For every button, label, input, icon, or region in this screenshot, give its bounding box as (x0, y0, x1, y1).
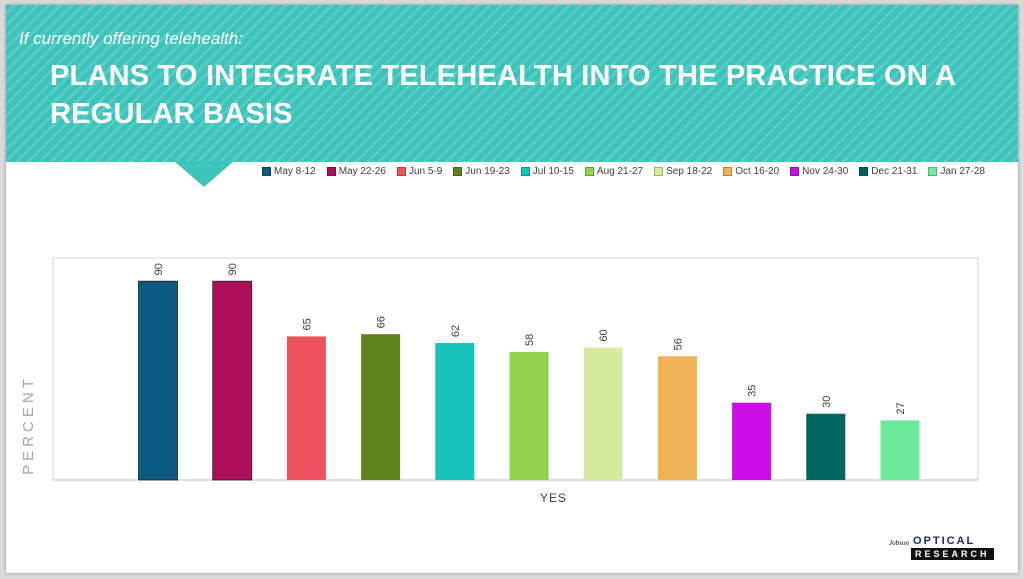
bar (286, 336, 326, 480)
legend-swatch (723, 167, 733, 176)
legend-swatch (859, 167, 869, 176)
title-banner: If currently offering telehealth: PLANS … (6, 5, 1018, 162)
logo-bottom-text: RESEARCH (911, 548, 994, 560)
legend-swatch (453, 167, 463, 176)
data-label: 90 (153, 263, 165, 275)
jobson-optical-research-logo: Jobson OPTICAL RESEARCH (889, 535, 1005, 563)
legend-item: Aug 21-27 (584, 166, 644, 177)
x-axis-tick-label: YES (540, 491, 567, 505)
bar (880, 420, 920, 480)
data-label: 35 (747, 385, 759, 397)
legend-swatch (520, 167, 530, 176)
bar (138, 280, 178, 481)
logo-top-text: OPTICAL (913, 535, 976, 547)
legend-label: Dec 21-31 (871, 166, 918, 177)
data-label: 58 (524, 334, 536, 346)
legend-item: May 22-26 (326, 166, 386, 177)
legend-label: Aug 21-27 (596, 166, 644, 177)
legend-label: Jan 27-28 (940, 166, 985, 177)
legend-label: Jun 5-9 (408, 166, 443, 177)
slide-title: PLANS TO INTEGRATE TELEHEALTH INTO THE P… (50, 60, 956, 130)
data-label: 56 (672, 338, 684, 350)
bar-chart: 90 90 65 66 62 58 60 56 35 30 27 YES (52, 257, 979, 505)
legend-swatch (262, 167, 271, 176)
chart-legend: May 8-12 May 22-26 Jun 5-9 Jun 19-23 Jul 10-… (262, 166, 996, 177)
legend-swatch (654, 167, 664, 176)
data-label: 60 (598, 329, 610, 341)
bar (732, 402, 772, 480)
legend-item: Nov 24-30 (790, 166, 848, 177)
bar (509, 351, 549, 480)
legend-label: May 8-12 (274, 166, 316, 177)
legend-label: Jun 19-23 (465, 166, 510, 177)
data-label: 65 (301, 318, 313, 330)
bar (583, 347, 623, 480)
legend-swatch (584, 167, 594, 176)
bar (806, 413, 846, 480)
legend-item: Sep 18-22 (654, 166, 712, 177)
y-axis-label: PERCENT (20, 375, 37, 475)
bar (361, 334, 401, 480)
legend-label: Sep 18-22 (666, 166, 713, 177)
legend-item: Jun 5-9 (396, 166, 443, 177)
legend-swatch (396, 167, 406, 176)
legend-item: Jun 19-23 (453, 166, 510, 177)
data-label: 62 (450, 325, 462, 337)
legend-label: Nov 24-30 (802, 166, 849, 177)
bar (212, 280, 253, 481)
data-label: 27 (895, 402, 907, 414)
data-label: 30 (821, 396, 833, 408)
data-label: 66 (376, 316, 388, 328)
legend-label: Oct 16-20 (735, 166, 780, 177)
legend-item: Jan 27-28 (928, 166, 985, 177)
slide-subtitle: If currently offering telehealth: (19, 29, 243, 48)
legend-item: Dec 21-31 (859, 166, 917, 177)
legend-label: May 22-26 (338, 166, 386, 177)
legend-swatch (790, 167, 800, 176)
logo-brand: Jobson (889, 539, 909, 547)
legend-item: Jul 10-15 (520, 166, 574, 177)
legend-swatch (326, 167, 336, 176)
slide: If currently offering telehealth: PLANS … (6, 5, 1018, 573)
legend-item: Oct 16-20 (723, 166, 779, 177)
bar (657, 356, 697, 480)
bar (435, 343, 475, 480)
legend-label: Jul 10-15 (532, 166, 574, 177)
data-label: 90 (227, 263, 239, 275)
legend-swatch (928, 167, 938, 176)
legend-item: May 8-12 (262, 166, 316, 177)
banner-notch (174, 161, 234, 187)
